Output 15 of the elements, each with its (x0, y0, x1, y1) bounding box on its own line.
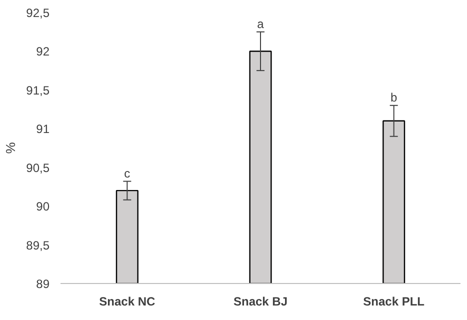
y-tick-label: 92,5 (26, 6, 50, 20)
y-tick-label: 89,5 (26, 238, 50, 252)
y-tick-label: 92 (36, 44, 50, 59)
y-tick-label: 90,5 (26, 160, 50, 175)
y-axis-title: % (3, 142, 18, 154)
y-tick-label: 89 (36, 277, 50, 291)
y-tick-label: 90 (36, 200, 50, 214)
y-tick-label: 91 (36, 122, 50, 136)
x-tick-label: Snack NC (99, 294, 156, 308)
y-tick-label: 91,5 (26, 83, 50, 98)
annotation: c (124, 166, 130, 180)
x-tick-label: Snack BJ (233, 294, 288, 308)
x-tick-label: Snack PLL (363, 294, 425, 308)
annotation: a (257, 16, 264, 31)
annotation: b (390, 90, 398, 104)
